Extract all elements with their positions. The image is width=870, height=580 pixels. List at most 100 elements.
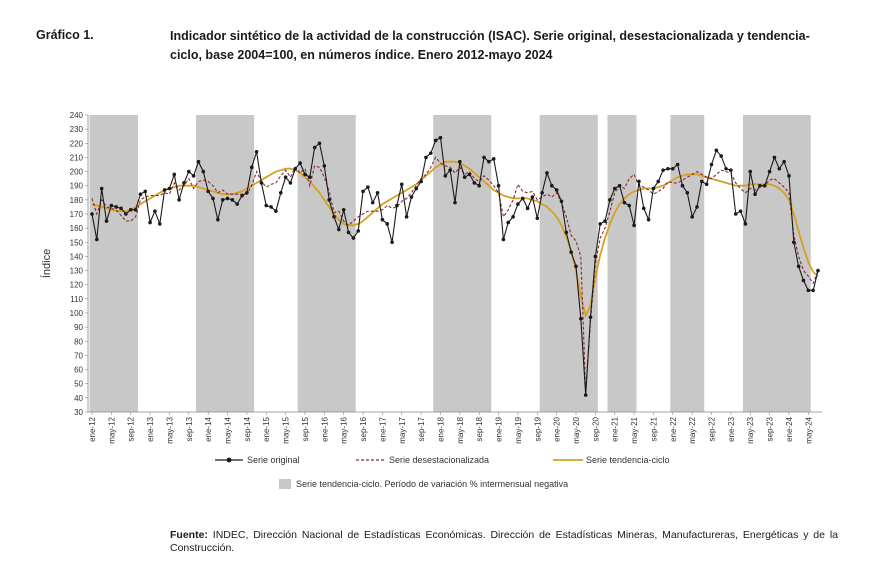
series-original-point: [632, 223, 636, 228]
series-tendencia-ciclo-line: [91, 160, 819, 319]
x-tick-label: ene-18: [436, 416, 445, 441]
x-tick-label: sep-18: [475, 416, 484, 441]
series-original-point: [375, 190, 380, 195]
x-tick-label: ene-12: [88, 416, 97, 441]
x-tick-label: sep-22: [708, 416, 717, 441]
y-tick-label: 170: [70, 210, 84, 219]
series-original-point: [622, 200, 627, 205]
series-original-point: [259, 181, 264, 185]
series-original-point: [143, 189, 148, 194]
legend-shaded-label: Serie tendencia-ciclo. Período de variac…: [296, 479, 568, 489]
series-original-point: [675, 162, 680, 167]
series-original-point: [738, 209, 743, 213]
series-original-point: [641, 206, 646, 211]
series-original-point: [714, 148, 719, 153]
x-tick-label: may-14: [224, 416, 233, 443]
series-original-point: [637, 179, 641, 184]
x-tick-label: sep-12: [127, 416, 136, 441]
series-original-point: [341, 207, 346, 212]
series-original-point: [438, 135, 443, 140]
series-original-point: [128, 207, 133, 212]
series-original-point: [211, 196, 215, 201]
series-original-point: [453, 200, 457, 205]
series-original-point: [627, 203, 632, 208]
series-original-point: [540, 190, 544, 195]
series-original-point: [322, 164, 327, 168]
series-original-point: [801, 278, 806, 283]
series-original-point: [554, 188, 559, 192]
y-tick-label: 240: [70, 111, 84, 120]
series-original-point: [172, 172, 177, 177]
x-tick-label: sep-19: [533, 416, 542, 441]
y-tick-label: 190: [70, 182, 84, 191]
x-tick-label: sep-21: [649, 416, 658, 441]
legend-tendencia-label: Serie tendencia-ciclo: [586, 455, 670, 465]
legend-shaded-swatch: [279, 479, 291, 489]
x-tick-label: may-22: [688, 416, 697, 443]
series-original-point: [332, 215, 336, 219]
x-tick-label: sep-14: [243, 416, 252, 441]
series-original-point: [395, 203, 399, 208]
x-tick-label: may-15: [282, 416, 291, 443]
series-original-point: [651, 186, 656, 191]
y-tick-label: 90: [74, 323, 83, 332]
series-original-point: [462, 175, 467, 180]
source-text: INDEC, Dirección Nacional de Estadística…: [170, 529, 838, 554]
series-original-point: [404, 215, 409, 219]
series-original-point: [187, 169, 191, 174]
series-original-point: [762, 183, 767, 188]
x-tick-label: may-19: [514, 416, 523, 443]
series-original-point: [472, 181, 477, 185]
series-original-point: [487, 159, 491, 164]
series-original-point: [351, 236, 356, 240]
series-original-point: [661, 168, 665, 172]
series-original-point: [612, 186, 617, 191]
series-original-point: [249, 165, 254, 170]
series-original-point: [298, 161, 302, 165]
x-tick-label: may-12: [107, 416, 116, 443]
x-tick-label: may-24: [804, 416, 813, 443]
isac-chart: 30 40 50 60 70 80 90 100 110 120 130 140 150 160 170 18…: [40, 111, 822, 489]
series-original-point: [230, 198, 235, 202]
series-original-point: [695, 205, 699, 209]
series-original-point: [293, 166, 298, 171]
x-tick-label: sep-15: [301, 416, 310, 441]
series-original-point: [583, 393, 588, 397]
series-original-point: [443, 174, 448, 178]
x-tick-label: ene-22: [669, 416, 678, 441]
series-original-point: [114, 205, 118, 209]
series-original-point: [491, 157, 496, 161]
x-tick-label: sep-20: [591, 416, 600, 441]
series-original-point: [758, 183, 762, 188]
figure-label: Gráfico 1.: [36, 28, 94, 42]
legend-original-marker: [226, 457, 232, 463]
series-original-point: [700, 179, 704, 184]
series-original-point: [274, 209, 278, 213]
series-original-point: [782, 159, 786, 164]
series-original-point: [482, 155, 486, 160]
series-original-point: [743, 222, 748, 226]
x-tick-label: sep-23: [766, 416, 775, 441]
series-original-point: [269, 205, 273, 209]
y-tick-label: 180: [70, 196, 84, 205]
series-original-point: [704, 182, 709, 187]
y-tick-label: 220: [70, 139, 84, 148]
series-original-point: [588, 315, 593, 320]
y-tick-label: 150: [70, 238, 84, 247]
series-original-point: [569, 250, 573, 254]
series-original-point: [104, 219, 109, 223]
series-original-point: [496, 183, 501, 188]
series-original-point: [288, 181, 293, 185]
series-original-point: [409, 195, 414, 199]
series-original-point: [530, 195, 535, 199]
series-original-point: [220, 198, 225, 202]
x-tick-label: may-23: [746, 416, 755, 443]
series-original-point: [99, 186, 104, 191]
y-tick-label: 210: [70, 153, 84, 162]
x-tick-label: ene-16: [320, 416, 329, 441]
series-original-point: [685, 190, 690, 195]
series-original-point: [414, 186, 419, 191]
figure-title: Indicador sintético de la actividad de l…: [170, 29, 810, 62]
series-original-point: [138, 192, 143, 196]
legend-desestacionalizada-label: Serie desestacionalizada: [389, 455, 489, 465]
